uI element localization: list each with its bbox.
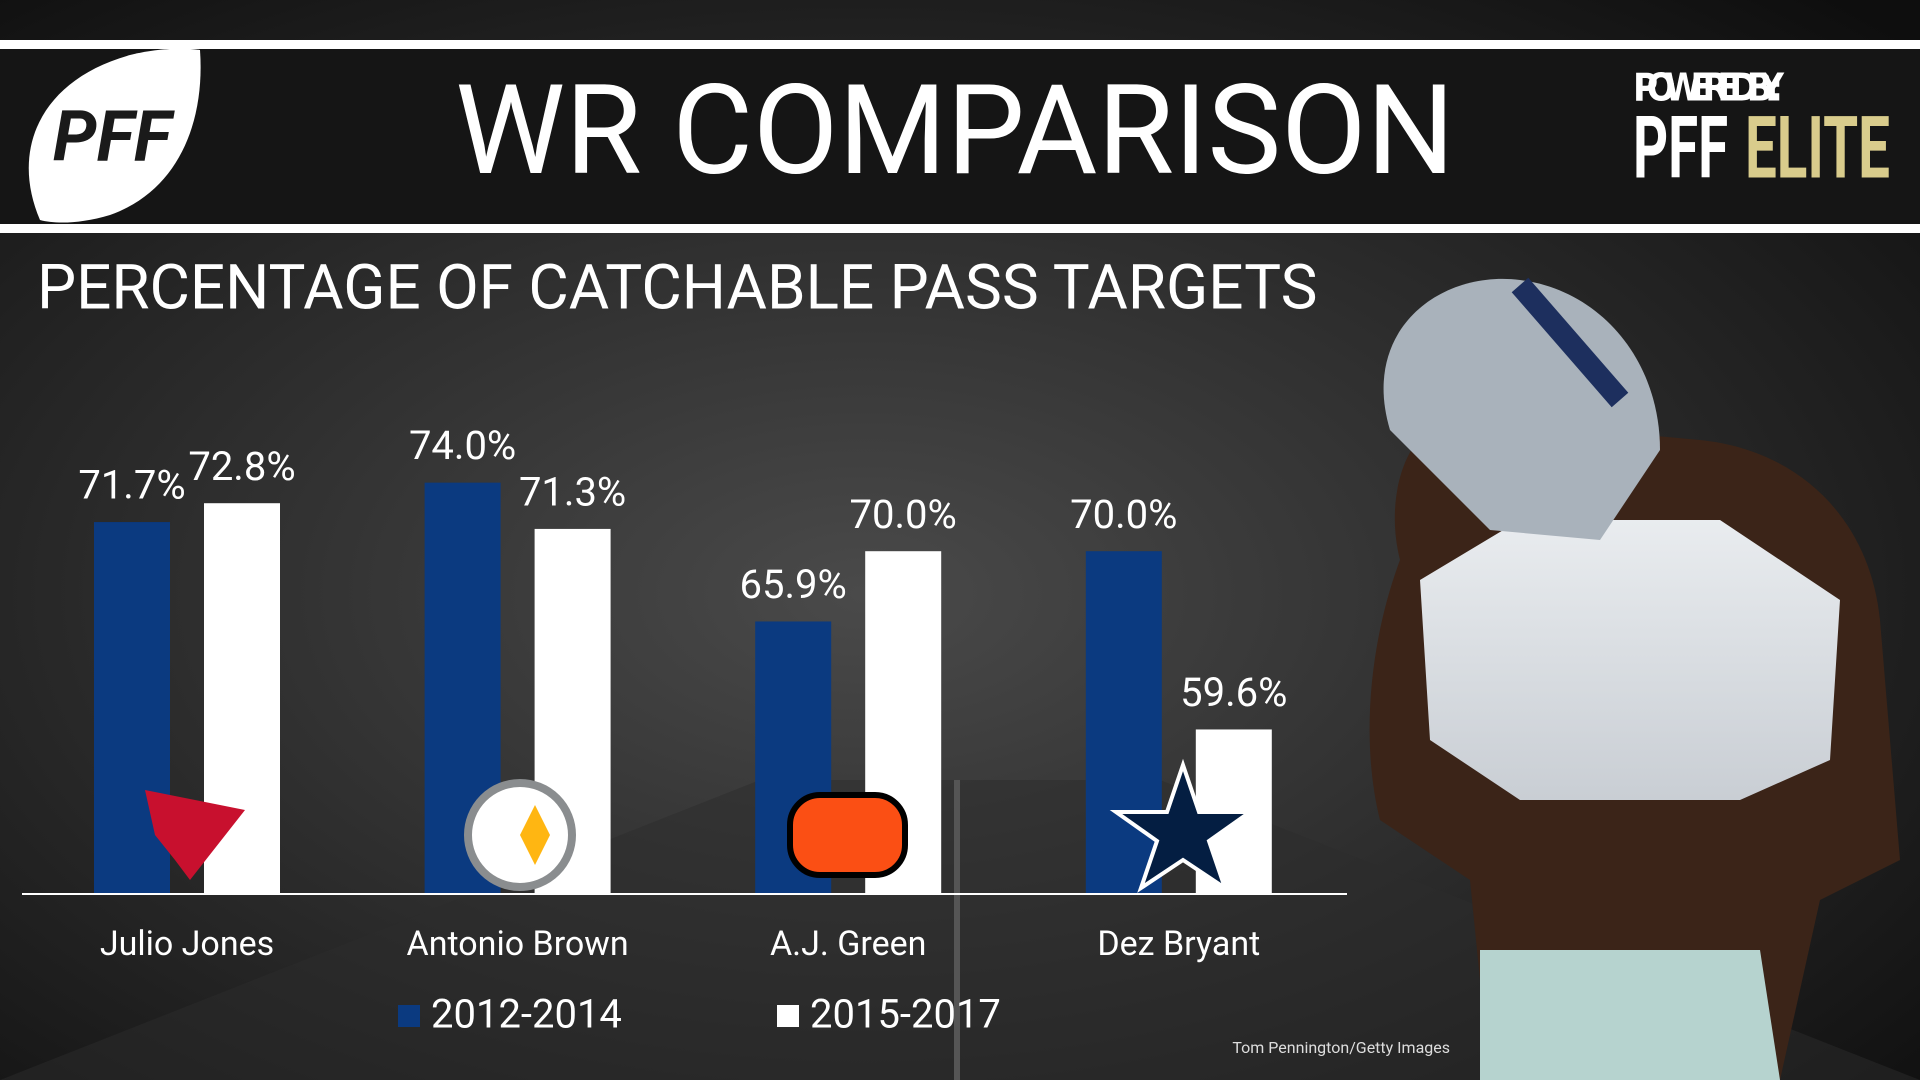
value-label: 74.0% [409,422,516,469]
powered-by: POWERED BY: [1633,66,1785,110]
player [1369,277,1900,1080]
legend-label: 2012-2014 [431,991,622,1038]
value-label: 72.8% [188,443,295,490]
logo-ball [28,48,201,223]
powered-pff: PFF [1633,98,1728,199]
x-tick-label: A.J. Green [770,924,927,964]
team-logos [145,758,1257,893]
x-tick-label: Antonio Brown [407,924,629,964]
value-label: 65.9% [740,561,847,608]
legend-swatch [777,1005,799,1027]
value-label: 71.7% [78,462,185,509]
value-label: 71.3% [519,468,626,515]
value-label: 70.0% [850,491,957,538]
credit: Tom Pennington/Getty Images [1232,1038,1450,1057]
powered-elite: ELITE [1745,98,1890,199]
header-rule [0,40,1920,49]
chart-subtitle: PERCENTAGE OF CATCHABLE PASS TARGETS [37,251,1317,324]
bar [1085,551,1162,894]
header-band [0,49,1920,224]
x-tick-label: Julio Jones [100,924,274,964]
header-rule [0,224,1920,233]
legend-swatch [398,1005,420,1027]
chart-title: WR COMPARISON [455,59,1455,204]
value-label: 59.6% [1180,669,1287,716]
legend-label: 2015-2017 [810,991,1001,1038]
logo-text: PFF [53,96,175,178]
x-tick-label: Dez Bryant [1097,924,1260,964]
value-label: 70.0% [1070,491,1177,538]
